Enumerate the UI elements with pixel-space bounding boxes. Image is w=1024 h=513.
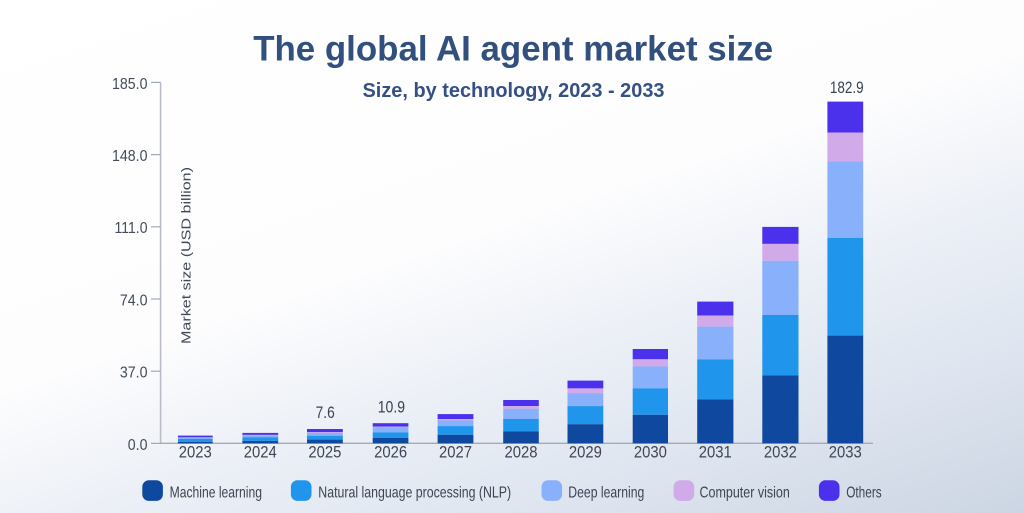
svg-text:Computer vision: Computer vision bbox=[700, 484, 790, 501]
svg-text:2028: 2028 bbox=[505, 443, 538, 462]
svg-text:Size, by technology, 2023 - 20: Size, by technology, 2023 - 2033 bbox=[363, 79, 665, 102]
svg-text:148.0: 148.0 bbox=[112, 148, 148, 165]
svg-text:Natural language processing (N: Natural language processing (NLP) bbox=[318, 484, 511, 501]
svg-text:2031: 2031 bbox=[699, 443, 732, 462]
svg-text:Market size (USD billion): Market size (USD billion) bbox=[179, 167, 194, 344]
svg-text:Deep learning: Deep learning bbox=[568, 484, 644, 501]
svg-text:111.0: 111.0 bbox=[115, 220, 148, 237]
svg-text:2025: 2025 bbox=[308, 443, 341, 462]
svg-text:2033: 2033 bbox=[829, 443, 862, 462]
svg-text:74.0: 74.0 bbox=[120, 292, 148, 309]
svg-text:2023: 2023 bbox=[179, 443, 212, 462]
svg-text:7.6: 7.6 bbox=[316, 404, 335, 422]
svg-text:2030: 2030 bbox=[634, 443, 667, 462]
svg-text:37.0: 37.0 bbox=[120, 365, 148, 382]
svg-text:0.0: 0.0 bbox=[128, 437, 148, 454]
svg-text:Others: Others bbox=[846, 484, 882, 501]
svg-text:182.9: 182.9 bbox=[830, 79, 864, 97]
svg-text:2024: 2024 bbox=[244, 443, 277, 462]
svg-text:2026: 2026 bbox=[374, 443, 407, 462]
svg-text:185.0: 185.0 bbox=[112, 76, 148, 93]
svg-text:2029: 2029 bbox=[569, 443, 602, 462]
svg-text:2032: 2032 bbox=[764, 443, 797, 462]
svg-text:2027: 2027 bbox=[439, 443, 472, 462]
svg-text:Machine learning: Machine learning bbox=[170, 484, 262, 501]
svg-text:10.9: 10.9 bbox=[378, 399, 405, 417]
svg-text:The global AI agent market siz: The global AI agent market size bbox=[253, 29, 773, 68]
